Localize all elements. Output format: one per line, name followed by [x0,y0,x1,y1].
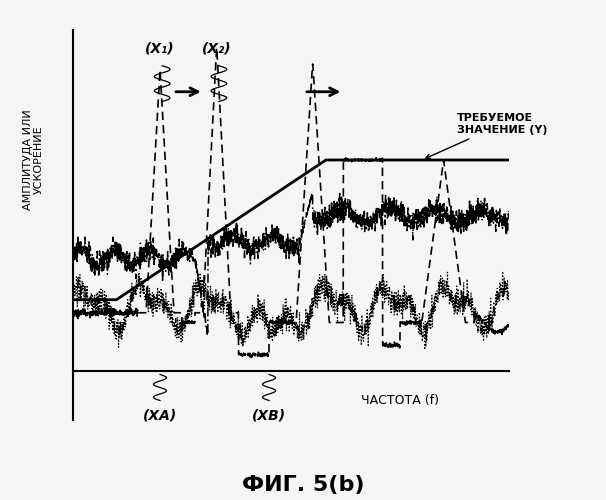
Text: (X₂): (X₂) [202,42,231,56]
Text: (X₁): (X₁) [145,42,175,56]
Text: ТРЕБУЕМОЕ
ЗНАЧЕНИЕ (Y): ТРЕБУЕМОЕ ЗНАЧЕНИЕ (Y) [426,114,547,158]
Text: ЧАСТОТА (f): ЧАСТОТА (f) [361,394,439,407]
Text: (XA): (XA) [143,408,177,422]
Text: ФИГ. 5(b): ФИГ. 5(b) [242,475,364,495]
Text: (XB): (XB) [252,408,286,422]
Text: АМПЛИТУДА ИЛИ
УСКОРЕНИЕ: АМПЛИТУДА ИЛИ УСКОРЕНИЕ [22,110,44,210]
